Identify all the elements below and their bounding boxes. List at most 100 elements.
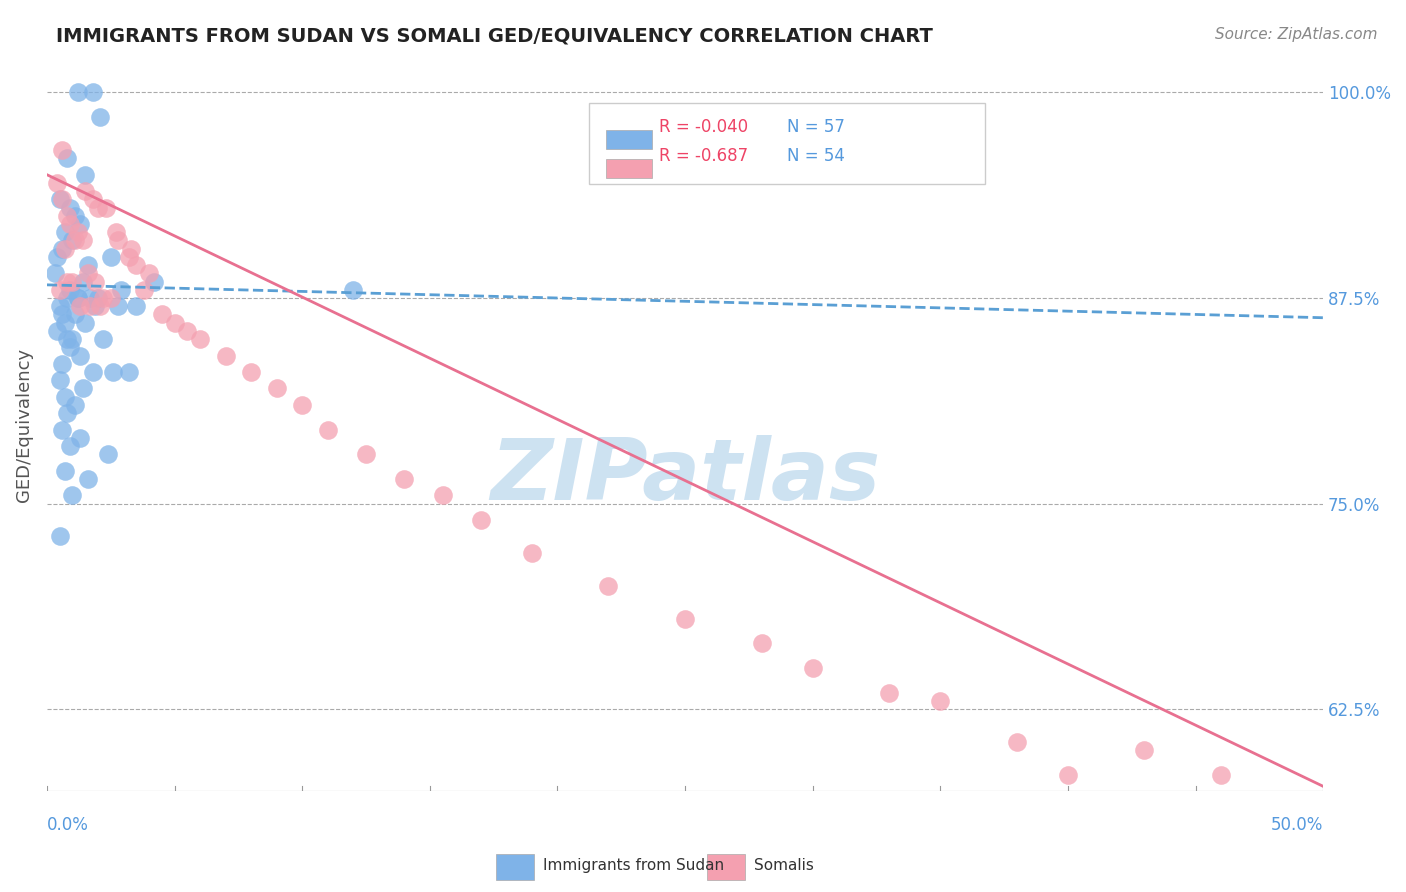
Point [432,488,454,502]
Point [291,398,314,412]
Point [176,324,198,338]
Point [104,225,127,239]
Point [53,316,76,330]
Point [66,291,89,305]
Point [62,332,84,346]
Point [163,316,186,330]
Point [188,332,211,346]
Point [214,349,236,363]
Point [316,423,339,437]
Point [51,192,73,206]
Point [48,283,70,297]
Point [266,381,288,395]
Point [56,332,79,346]
Point [75,184,97,198]
Point [89,299,111,313]
Point [91,332,114,346]
Point [240,365,263,379]
Point [66,291,89,305]
Point [342,283,364,297]
Point [132,283,155,297]
Point [69,217,91,231]
Point [138,266,160,280]
Point [76,258,98,272]
Point [89,110,111,124]
Point [69,431,91,445]
Point [929,694,952,708]
Point [1005,735,1028,749]
Point [66,225,89,239]
Point [59,340,82,354]
Point [79,299,101,313]
Point [62,275,84,289]
Point [56,406,79,420]
Point [94,201,117,215]
Point [51,242,73,256]
Point [117,250,139,264]
Point [69,349,91,363]
FancyBboxPatch shape [606,129,652,149]
Point [751,636,773,650]
Point [75,316,97,330]
Point [117,365,139,379]
Point [120,242,142,256]
Point [51,357,73,371]
FancyBboxPatch shape [606,159,652,178]
Point [97,447,120,461]
Point [354,447,377,461]
Point [46,324,69,338]
Point [48,299,70,313]
Point [63,398,86,412]
Point [801,661,824,675]
Point [520,546,543,560]
Text: R = -0.687: R = -0.687 [659,147,748,165]
Point [107,299,129,313]
Point [1133,743,1156,757]
Point [87,201,110,215]
Point [59,283,82,297]
Point [72,234,94,248]
Point [394,472,416,486]
Point [84,299,107,313]
Point [673,612,696,626]
Point [100,250,122,264]
Point [63,209,86,223]
Point [46,250,69,264]
Point [62,234,84,248]
Point [48,192,70,206]
Point [143,275,166,289]
Point [51,308,73,322]
Point [470,513,492,527]
Text: 50.0%: 50.0% [1271,816,1323,834]
Point [877,685,900,699]
Point [1209,768,1232,782]
Point [53,225,76,239]
Point [46,176,69,190]
Point [51,143,73,157]
Point [44,266,66,280]
Point [75,168,97,182]
Point [48,373,70,387]
Text: Somalis: Somalis [754,858,814,872]
Point [59,439,82,453]
Point [84,275,107,289]
Point [59,217,82,231]
Text: IMMIGRANTS FROM SUDAN VS SOMALI GED/EQUIVALENCY CORRELATION CHART: IMMIGRANTS FROM SUDAN VS SOMALI GED/EQUI… [56,27,934,45]
Point [107,234,129,248]
Point [125,258,148,272]
FancyBboxPatch shape [589,103,986,184]
Text: N = 54: N = 54 [787,147,845,165]
FancyBboxPatch shape [496,855,534,880]
Point [125,299,148,313]
Point [82,86,104,100]
Point [72,381,94,395]
Point [598,579,620,593]
Point [150,308,173,322]
Point [100,291,122,305]
Point [91,291,114,305]
Point [79,291,101,305]
Point [63,308,86,322]
Point [56,209,79,223]
Text: N = 57: N = 57 [787,118,845,136]
Point [51,423,73,437]
